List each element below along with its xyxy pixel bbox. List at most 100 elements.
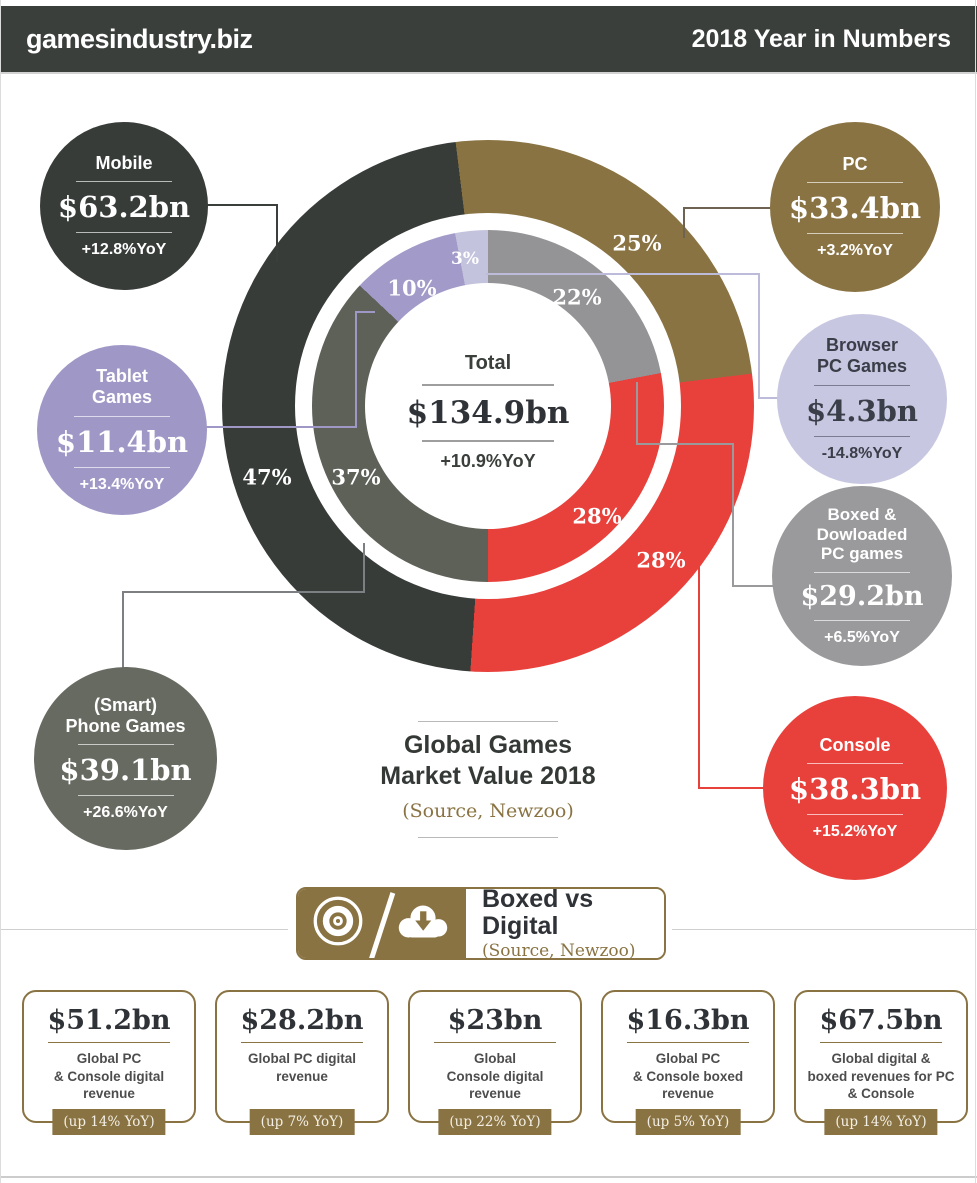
- bubble-label: Console: [819, 734, 891, 755]
- bubble-pc: PC $33.4bn +3.2%YoY: [770, 122, 940, 292]
- connector-browser: [486, 273, 760, 275]
- divider: [422, 384, 554, 386]
- divider: [241, 1042, 363, 1043]
- connector-console-h: [698, 787, 768, 789]
- connector-browser-nub: [758, 397, 779, 399]
- divider: [807, 763, 903, 765]
- stat-card-4: $16.3bn Global PC & Console boxed revenu…: [601, 990, 775, 1135]
- stat-card-5: $67.5bn Global digital & boxed revenues …: [794, 990, 968, 1135]
- pct-inner-smartphone: 37%: [331, 464, 381, 490]
- connector-pc: [683, 207, 800, 209]
- card-desc: Global PC digital revenue: [247, 1051, 356, 1084]
- connector-console-v: [698, 558, 700, 789]
- title-rule-bottom: [418, 837, 558, 838]
- stat-card-1: $51.2bn Global PC & Console digital reve…: [22, 990, 196, 1135]
- bubble-console: Console $38.3bn +15.2%YoY: [763, 696, 947, 880]
- badge-icon-panel: [298, 889, 466, 958]
- bubble-tablet: Tablet Games $11.4bn +13.4%YoY: [37, 345, 207, 515]
- divider: [627, 1042, 749, 1043]
- card-yoy-badge: (up 22% YoY): [438, 1109, 552, 1135]
- divider: [814, 619, 910, 621]
- divider: [807, 233, 903, 235]
- connector-mobile-v: [276, 204, 278, 262]
- connector-pc-v: [683, 207, 685, 238]
- badge-source: (Source, Newzoo): [482, 940, 636, 960]
- divider: [422, 440, 554, 442]
- pct-inner-tablet: 10%: [387, 275, 437, 301]
- bubble-value: $63.2bn: [57, 190, 191, 225]
- connector-smartphone-v2: [363, 543, 365, 593]
- bubble-mobile: Mobile $63.2bn +12.8%YoY: [40, 122, 208, 290]
- divider: [820, 1042, 942, 1043]
- card-desc: Global Console digital revenue: [446, 1051, 544, 1102]
- divider: [807, 814, 903, 816]
- page-edge-left: [0, 0, 1, 1183]
- bubble-label: (Smart) Phone Games: [65, 694, 186, 736]
- divider: [434, 1042, 556, 1043]
- connector-boxed-v1: [636, 382, 638, 445]
- chart-source: (Source, Newzoo): [402, 800, 574, 822]
- bubble-yoy: +6.5%YoY: [824, 628, 900, 646]
- card-desc: Global PC & Console digital revenue: [53, 1051, 165, 1102]
- pct-inner-console: 28%: [572, 503, 622, 529]
- card-value: $23bn: [447, 1005, 543, 1036]
- bubble-browser: Browser PC Games $4.3bn -14.8%YoY: [777, 314, 947, 484]
- bubble-label: PC: [842, 153, 868, 174]
- pct-outer-console: 28%: [636, 547, 686, 573]
- bubble-value: $29.2bn: [800, 580, 924, 612]
- card-value: $51.2bn: [47, 1005, 171, 1036]
- cloud-download-icon: [392, 899, 454, 948]
- connector-browser-v: [758, 273, 760, 399]
- section-rule-left: [0, 929, 288, 930]
- bubble-value: $33.4bn: [788, 191, 922, 226]
- connector-tablet: [205, 426, 357, 428]
- divider: [76, 232, 172, 234]
- badge-text-panel: Boxed vs Digital (Source, Newzoo): [466, 889, 664, 958]
- connector-tablet-nub: [355, 311, 375, 313]
- card-desc: Global PC & Console boxed revenue: [632, 1051, 744, 1102]
- disc-icon: [312, 895, 364, 952]
- divider: [77, 744, 174, 746]
- divider: [814, 384, 910, 386]
- bubble-yoy: +26.6%YoY: [83, 804, 168, 822]
- bubble-label: Browser PC Games: [816, 335, 908, 376]
- divider: [48, 1042, 170, 1043]
- connector-smartphone-h: [122, 591, 365, 593]
- stat-card-2: $28.2bn Global PC digital revenue (up 7%…: [215, 990, 389, 1135]
- connector-tablet-v: [355, 311, 357, 428]
- page-title: 2018 Year in Numbers: [691, 24, 951, 53]
- bubble-label: Tablet Games: [91, 366, 153, 407]
- stat-card-3: $23bn Global Console digital revenue (up…: [408, 990, 582, 1135]
- chart-title: Global Games Market Value 2018: [380, 731, 596, 791]
- bubble-yoy: +15.2%YoY: [812, 823, 898, 841]
- bubble-value: $11.4bn: [55, 424, 189, 459]
- total-value: $134.9bn: [406, 395, 570, 431]
- connector-boxed-h2: [732, 585, 776, 587]
- pct-outer-mobile: 47%: [242, 464, 292, 490]
- card-yoy-badge: (up 5% YoY): [635, 1109, 741, 1135]
- card-value: $28.2bn: [240, 1005, 364, 1036]
- total-yoy: +10.9%YoY: [440, 451, 536, 471]
- total-label: Total: [464, 352, 512, 374]
- card-yoy-badge: (up 14% YoY): [824, 1109, 938, 1135]
- card-desc: Global digital & boxed revenues for PC &…: [807, 1051, 955, 1102]
- donut-center-label: Total $134.9bn +10.9%YoY: [388, 352, 588, 472]
- section-rule-right: [672, 929, 977, 930]
- bubble-label: Mobile: [95, 152, 153, 173]
- badge-title: Boxed vs Digital: [482, 887, 594, 940]
- site-logo[interactable]: gamesindustry.biz: [26, 23, 253, 54]
- divider: [814, 435, 910, 437]
- page-edge-right: [975, 0, 976, 1183]
- bubble-boxed: Boxed & Dowloaded PC games $29.2bn +6.5%…: [772, 486, 952, 666]
- slash-divider: [365, 892, 396, 958]
- connector-smartphone-v1: [122, 591, 124, 671]
- pct-inner-boxed: 22%: [552, 284, 602, 310]
- card-yoy-badge: (up 14% YoY): [52, 1109, 166, 1135]
- bubble-yoy: +13.4%YoY: [79, 475, 165, 493]
- boxed-vs-digital-badge: Boxed vs Digital (Source, Newzoo): [296, 887, 666, 960]
- bubble-yoy: -14.8%YoY: [821, 444, 903, 462]
- divider: [814, 571, 910, 573]
- card-value: $16.3bn: [626, 1005, 750, 1036]
- bubble-value: $38.3bn: [788, 772, 922, 807]
